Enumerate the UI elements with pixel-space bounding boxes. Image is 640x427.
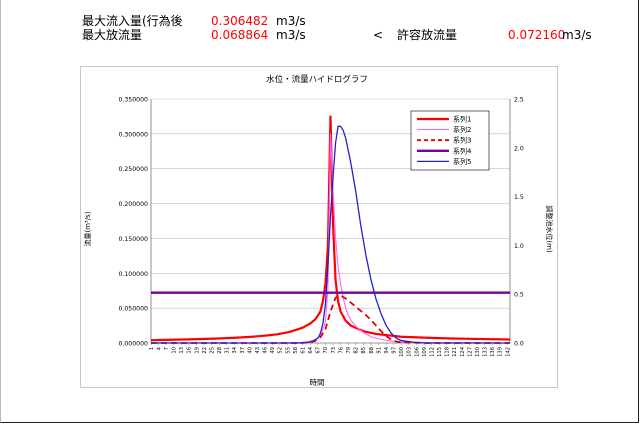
x-tick-label: 82 — [354, 347, 360, 354]
x-tick-label: 130 — [475, 347, 481, 357]
x-tick-label: 94 — [384, 346, 390, 353]
y2-tick-label: 0.0 — [514, 341, 524, 348]
x-tick-label: 31 — [225, 347, 231, 354]
x-tick-label: 70 — [323, 347, 329, 354]
max-inflow-value: 0.306482 — [211, 14, 269, 28]
x-tick-label: 91 — [376, 347, 382, 354]
y2-tick-label: 2.0 — [514, 145, 524, 152]
x-tick-label: 7 — [164, 347, 170, 350]
x-tick-label: 1 — [149, 347, 155, 350]
x-tick-label: 88 — [369, 347, 375, 354]
x-tick-label: 46 — [263, 347, 269, 354]
x-tick-label: 118 — [445, 347, 451, 357]
allowable-outflow-value: 0.072160 — [508, 28, 566, 42]
x-tick-label: 4 — [156, 346, 162, 350]
y2-tick-label: 2.5 — [514, 97, 524, 104]
x-tick-label: 28 — [217, 347, 223, 354]
legend-label-4: 系列4 — [453, 146, 472, 155]
series-line-5 — [151, 125, 510, 344]
x-tick-label: 13 — [179, 347, 185, 354]
comparison-symbol: < — [373, 28, 384, 42]
max-inflow-unit: m3/s — [276, 14, 306, 28]
max-outflow-label: 最大放流量 — [82, 28, 143, 42]
x-axis-label: 時間 — [310, 378, 325, 387]
x-tick-label: 142 — [505, 347, 511, 357]
legend-label-5: 系列5 — [453, 157, 471, 166]
y2-axis-label: 調整池水位(m) — [545, 205, 554, 253]
x-tick-label: 52 — [278, 347, 284, 354]
allowable-outflow-unit: m3/s — [562, 28, 592, 42]
max-outflow-unit: m3/s — [276, 28, 306, 42]
y-tick-label: 0.250000 — [118, 166, 148, 173]
x-tick-label: 37 — [240, 347, 246, 354]
x-tick-label: 19 — [194, 347, 200, 354]
max-outflow-value: 0.068864 — [211, 28, 269, 42]
x-tick-label: 55 — [285, 347, 291, 354]
y2-tick-label: 1.5 — [514, 194, 524, 201]
hydrograph-chart: 水位・流量ハイドログラフ 0.000000 0.050000 0.100000 0.1… — [83, 74, 554, 387]
y-axis-label: 流量(m³/s) — [83, 211, 92, 246]
x-tick-label: 76 — [338, 347, 344, 354]
x-tick-label: 124 — [460, 346, 466, 357]
x-tick-label: 58 — [293, 347, 299, 354]
x-tick-label: 103 — [407, 347, 413, 357]
y2-tick-label: 0.5 — [514, 292, 524, 299]
x-tick-label: 85 — [361, 347, 367, 354]
x-tick-label: 73 — [331, 347, 337, 354]
x-tick-label: 106 — [414, 347, 420, 357]
x-tick-label: 34 — [232, 346, 238, 353]
x-tick-label: 25 — [209, 347, 215, 354]
y-tick-label: 0.300000 — [118, 131, 148, 138]
x-tick-label: 100 — [399, 347, 405, 357]
legend-label-2: 系列2 — [453, 125, 471, 134]
y-tick-label: 0.150000 — [118, 236, 148, 243]
x-tick-label: 16 — [187, 347, 193, 354]
y-tick-label: 0.350000 — [118, 97, 148, 104]
x-tick-label: 112 — [429, 347, 435, 357]
y-tick-label: 0.050000 — [118, 306, 148, 313]
x-tick-label: 64 — [308, 346, 314, 353]
x-tick-label: 115 — [437, 347, 443, 357]
x-tick-label: 67 — [316, 347, 322, 354]
x-tick-label: 61 — [300, 347, 306, 354]
axes: 0.000000 0.050000 0.100000 0.150000 0.200000… — [118, 97, 523, 357]
chart-title: 水位・流量ハイドログラフ — [266, 74, 368, 85]
y-tick-label: 0.000000 — [118, 341, 148, 348]
x-tick-label: 133 — [483, 347, 489, 357]
x-tick-label: 40 — [247, 347, 253, 354]
series-line-2 — [151, 133, 511, 344]
x-tick-label: 43 — [255, 347, 261, 354]
x-tick-label: 136 — [490, 347, 496, 357]
x-tick-label: 49 — [270, 347, 276, 354]
series-line-3 — [151, 294, 510, 344]
x-tick-label: 22 — [202, 347, 208, 354]
x-tick-label: 127 — [467, 347, 473, 357]
x-tick-label: 121 — [452, 347, 458, 357]
x-tick-label: 139 — [498, 347, 504, 357]
series-layer — [150, 115, 511, 344]
y-tick-label: 0.200000 — [118, 201, 148, 208]
y-tick-label: 0.100000 — [118, 271, 148, 278]
max-inflow-label: 最大流入量(行為後 — [82, 14, 183, 28]
x-tick-label: 109 — [422, 347, 428, 357]
x-tick-label: 97 — [392, 347, 398, 354]
x-tick-label: 10 — [172, 347, 178, 354]
allowable-outflow-label: 許容放流量 — [397, 28, 458, 42]
chart-container: 水位・流量ハイドログラフ 0.000000 0.050000 0.100000 0.1… — [80, 66, 558, 388]
legend-label-1: 系列1 — [453, 115, 471, 124]
y2-tick-label: 1.0 — [514, 243, 524, 250]
x-tick-label: 79 — [346, 347, 352, 354]
legend-label-3: 系列3 — [453, 136, 471, 145]
